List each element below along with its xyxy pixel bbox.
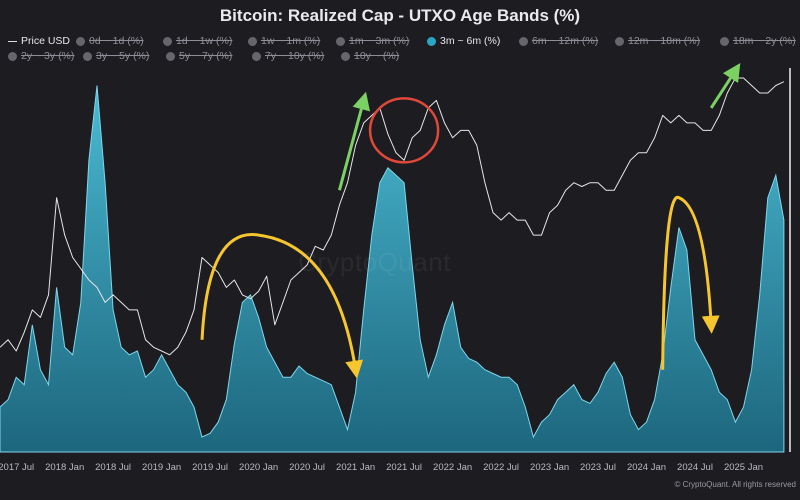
x-tick-label: 2017 Jul	[0, 462, 34, 473]
x-tick-label: 2023 Jan	[530, 462, 569, 473]
legend-item[interactable]: 6m ~ 12m (%)	[519, 35, 598, 47]
x-tick-label: 2020 Jan	[239, 462, 278, 473]
legend-item[interactable]: 7y ~ 10y (%)	[252, 50, 324, 62]
green-up-arrow	[337, 91, 371, 191]
legend-dot-marker	[427, 36, 436, 46]
x-tick-label: 2025 Jan	[724, 462, 763, 473]
x-tick-label: 2020 Jul	[289, 462, 325, 473]
legend-label: 2y ~ 3y (%)	[21, 50, 75, 62]
legend-item[interactable]: 12m ~ 18m (%)	[615, 35, 700, 47]
legend-item[interactable]: 1m ~ 3m (%)	[336, 35, 409, 47]
legend-line-marker	[8, 40, 17, 42]
legend-label: 18m ~ 2y (%)	[733, 35, 796, 47]
yellow-curved-arrow	[661, 195, 720, 370]
legend-label: 0d ~ 1d (%)	[89, 35, 144, 47]
chart-title: Bitcoin: Realized Cap - UTXO Age Bands (…	[219, 6, 581, 25]
legend-label: 12m ~ 18m (%)	[628, 35, 701, 47]
legend-dot-marker	[248, 36, 257, 46]
price-usd-line	[0, 77, 785, 356]
legend-label: 3y ~ 5y (%)	[96, 50, 150, 62]
legend-item[interactable]: 5y ~ 7y (%)	[166, 50, 232, 62]
legend-dot-marker	[336, 36, 345, 46]
x-tick-label: 2021 Jul	[386, 462, 422, 473]
legend-dot-marker	[163, 36, 172, 46]
x-tick-label: 2019 Jul	[192, 462, 228, 473]
legend-label: 1d ~ 1w (%)	[176, 35, 233, 47]
area-series-layer	[0, 85, 785, 453]
legend-item[interactable]: 0d ~ 1d (%)	[76, 35, 144, 47]
legend-dot-marker	[252, 51, 261, 61]
legend-item[interactable]: 1d ~ 1w (%)	[163, 35, 232, 47]
legend-label: 1m ~ 3m (%)	[349, 35, 410, 47]
legend-dot-marker	[519, 36, 528, 46]
area-series-3m-6m	[0, 85, 785, 453]
watermark: CryptoQuant	[298, 247, 451, 277]
x-tick-label: 2024 Jan	[627, 462, 666, 473]
legend-item[interactable]: 1w ~ 1m (%)	[248, 35, 320, 47]
legend-label: 10y ~ (%)	[354, 50, 400, 62]
x-tick-label: 2022 Jul	[483, 462, 519, 473]
x-tick-label: 2022 Jan	[433, 462, 472, 473]
price-line-layer	[0, 77, 785, 356]
legend-item[interactable]: 2y ~ 3y (%)	[8, 50, 74, 62]
legend-label: 5y ~ 7y (%)	[179, 50, 233, 62]
legend-label: Price USD	[21, 35, 71, 47]
legend-dot-marker	[76, 36, 85, 46]
legend: Price USD 0d ~ 1d (%) 1d ~ 1w (%) 1w ~ 1m (…	[0, 33, 800, 65]
green-up-arrow	[709, 62, 741, 109]
legend-label: 6m ~ 12m (%)	[532, 35, 599, 47]
legend-label: 1w ~ 1m (%)	[261, 35, 321, 47]
copyright-credit: © CryptoQuant. All rights reserved	[674, 480, 797, 489]
x-tick-label: 2019 Jan	[142, 462, 181, 473]
legend-label: 3m ~ 6m (%)	[440, 35, 501, 47]
legend-item[interactable]: 18m ~ 2y (%)	[720, 35, 796, 47]
x-tick-label: 2018 Jan	[45, 462, 84, 473]
yellow-curved-arrow	[200, 233, 364, 379]
x-tick-label: 2024 Jul	[677, 462, 713, 473]
x-axis-labels: 2017 Jul 2018 Jan 2018 Jul 2019 Jan 2019 Jul…	[0, 462, 763, 473]
legend-item[interactable]: 3y ~ 5y (%)	[83, 50, 149, 62]
legend-item[interactable]: 10y ~ (%)	[341, 50, 399, 62]
legend-item[interactable]: 3m ~ 6m (%)	[427, 35, 500, 47]
x-tick-label: 2021 Jan	[336, 462, 375, 473]
legend-dot-marker	[166, 51, 175, 61]
legend-dot-marker	[341, 51, 350, 61]
legend-dot-marker	[615, 36, 624, 46]
legend-dot-marker	[83, 51, 92, 61]
x-tick-label: 2023 Jul	[580, 462, 616, 473]
legend-item[interactable]: Price USD	[8, 35, 70, 47]
legend-label: 7y ~ 10y (%)	[265, 50, 325, 62]
annotation-layer	[200, 62, 741, 379]
legend-dot-marker	[8, 51, 17, 61]
red-circle-annotation	[368, 97, 440, 164]
x-tick-label: 2018 Jul	[95, 462, 131, 473]
legend-dot-marker	[720, 36, 729, 46]
